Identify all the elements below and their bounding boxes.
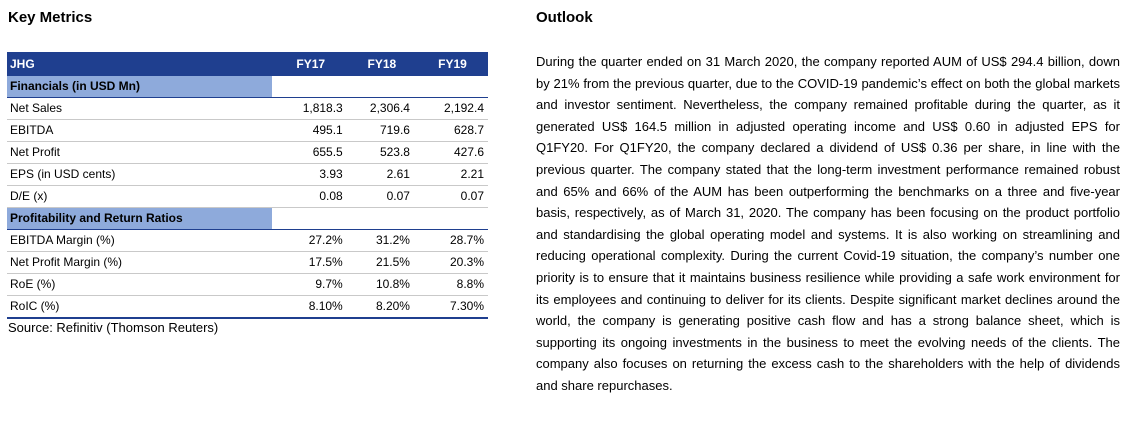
table-header-year: FY19: [413, 52, 488, 76]
row-value: 2,306.4: [346, 97, 414, 120]
row-value: 628.7: [413, 119, 488, 142]
key-metrics-table: JHG FY17 FY18 FY19 Financials (in USD Mn…: [7, 52, 488, 319]
row-value: 427.6: [413, 141, 488, 164]
row-value: 0.08: [271, 185, 347, 208]
table-row: Net Profit Margin (%) 17.5% 21.5% 20.3%: [7, 251, 488, 274]
table-header-year: FY18: [346, 52, 414, 76]
row-value: 1,818.3: [271, 97, 347, 120]
row-value: 0.07: [413, 185, 488, 208]
section-blank-cell: [271, 75, 347, 98]
row-label: EBITDA Margin (%): [7, 229, 272, 252]
row-value: 28.7%: [413, 229, 488, 252]
table-header-row: JHG FY17 FY18 FY19: [7, 52, 488, 76]
row-value: 8.8%: [413, 273, 488, 296]
row-value: 2.21: [413, 163, 488, 186]
row-label: RoE (%): [7, 273, 272, 296]
table-row: Net Profit 655.5 523.8 427.6: [7, 141, 488, 164]
row-value: 2,192.4: [413, 97, 488, 120]
row-label: Net Profit: [7, 141, 272, 164]
table-row: D/E (x) 0.08 0.07 0.07: [7, 185, 488, 208]
outlook-title: Outlook: [536, 9, 593, 26]
row-value: 31.2%: [346, 229, 414, 252]
source-note: Source: Refinitiv (Thomson Reuters): [8, 320, 219, 335]
section-title: Profitability and Return Ratios: [7, 207, 272, 230]
row-label: D/E (x): [7, 185, 272, 208]
table-row: RoIC (%) 8.10% 8.20% 7.30%: [7, 295, 488, 319]
row-value: 8.20%: [346, 295, 414, 319]
row-value: 3.93: [271, 163, 347, 186]
row-value: 21.5%: [346, 251, 414, 274]
row-value: 523.8: [346, 141, 414, 164]
table-section-header: Financials (in USD Mn): [7, 75, 488, 98]
section-blank-cell: [413, 207, 488, 230]
table-header-company: JHG: [7, 52, 272, 76]
table-section-header: Profitability and Return Ratios: [7, 207, 488, 230]
outlook-text: During the quarter ended on 31 March 202…: [536, 54, 1120, 393]
row-value: 0.07: [346, 185, 414, 208]
row-value: 495.1: [271, 119, 347, 142]
table-row: EPS (in USD cents) 3.93 2.61 2.21: [7, 163, 488, 186]
row-value: 27.2%: [271, 229, 347, 252]
table-row: RoE (%) 9.7% 10.8% 8.8%: [7, 273, 488, 296]
section-blank-cell: [346, 207, 414, 230]
row-value: 9.7%: [271, 273, 347, 296]
row-label: Net Profit Margin (%): [7, 251, 272, 274]
row-value: 8.10%: [271, 295, 347, 319]
row-value: 20.3%: [413, 251, 488, 274]
row-value: 10.8%: [346, 273, 414, 296]
row-label: EBITDA: [7, 119, 272, 142]
row-label: Net Sales: [7, 97, 272, 120]
table-row: EBITDA 495.1 719.6 628.7: [7, 119, 488, 142]
row-value: 17.5%: [271, 251, 347, 274]
section-title: Financials (in USD Mn): [7, 75, 272, 98]
section-blank-cell: [346, 75, 414, 98]
row-value: 719.6: [346, 119, 414, 142]
row-label: EPS (in USD cents): [7, 163, 272, 186]
row-value: 655.5: [271, 141, 347, 164]
table-header-year: FY17: [271, 52, 347, 76]
row-value: 2.61: [346, 163, 414, 186]
key-metrics-title: Key Metrics: [8, 9, 93, 26]
table-row: EBITDA Margin (%) 27.2% 31.2% 28.7%: [7, 229, 488, 252]
row-value: 7.30%: [413, 295, 488, 319]
row-label: RoIC (%): [7, 295, 272, 319]
section-blank-cell: [413, 75, 488, 98]
section-blank-cell: [271, 207, 347, 230]
table-row: Net Sales 1,818.3 2,306.4 2,192.4: [7, 97, 488, 120]
